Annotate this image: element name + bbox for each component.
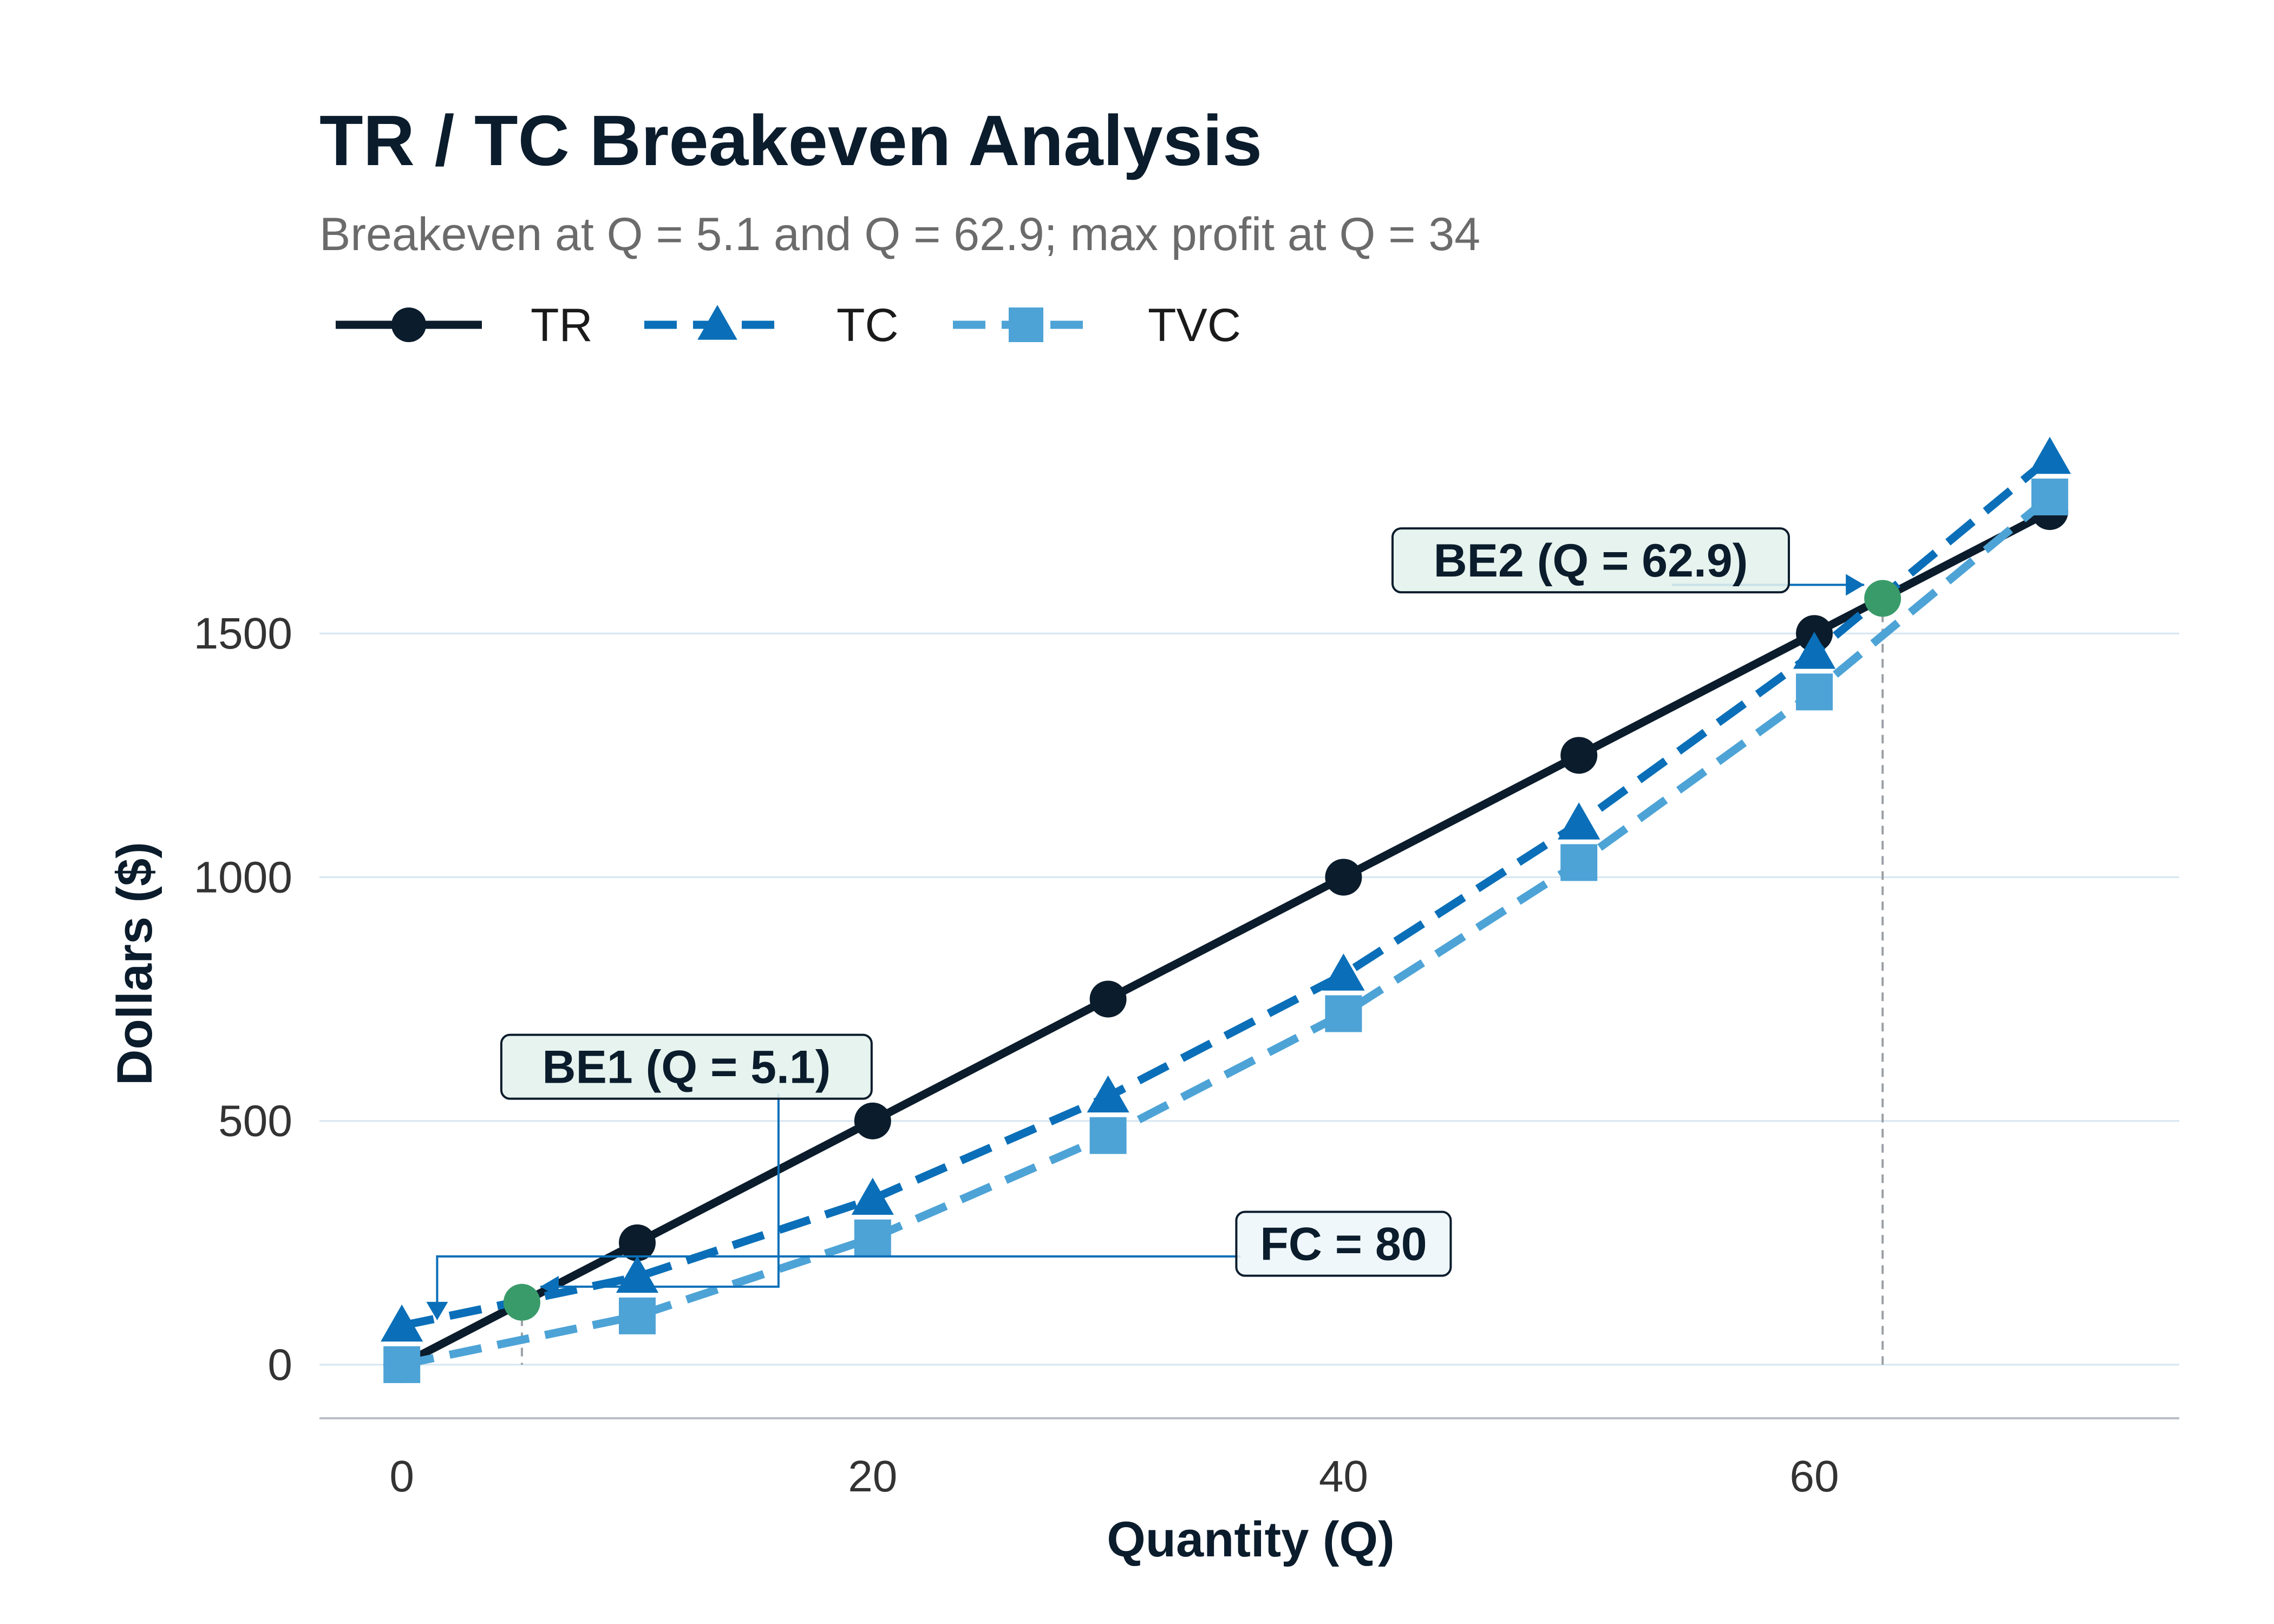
legend-marker: [391, 307, 426, 342]
annotation-be1: BE1 (Q = 5.1): [500, 1033, 873, 1298]
annotation-label: BE2 (Q = 62.9): [1434, 535, 1748, 587]
annotation-fc: FC = 80: [426, 1210, 1452, 1320]
annotation-arrowhead: [1846, 574, 1865, 596]
tvc-point: [2031, 479, 2068, 516]
tc-line: [401, 455, 2053, 1330]
series-tc: [381, 436, 2071, 1342]
tvc-point: [1089, 1117, 1127, 1154]
breakeven-layer: [503, 580, 1901, 1321]
tvc-point: [1796, 673, 1833, 711]
tc-point: [616, 1255, 659, 1293]
annotation-box: [500, 1033, 873, 1100]
tvc-point: [1560, 844, 1598, 881]
tr-point: [1325, 859, 1362, 896]
chart-title: TR / TC Breakeven Analysis: [319, 101, 1262, 180]
tr-point: [854, 1102, 891, 1140]
x-tick-label: 0: [389, 1452, 414, 1501]
tc-point: [1087, 1075, 1129, 1112]
y-axis: 0 500 1000 1500: [194, 609, 292, 1390]
series-tvc: [383, 479, 2068, 1383]
breakeven-guides: [520, 598, 1884, 1365]
annotation-arrowhead: [426, 1301, 448, 1320]
tvc-point: [618, 1297, 656, 1334]
legend-item-tr: TR: [336, 299, 593, 351]
tvc-point: [854, 1219, 891, 1256]
annotation-label: BE1 (Q = 5.1): [542, 1042, 831, 1093]
legend-marker: [1009, 307, 1043, 342]
breakeven-point: [1864, 580, 1901, 617]
tvc-line: [401, 494, 2053, 1369]
series-layer: [381, 436, 2071, 1383]
tvc-point: [1325, 995, 1362, 1032]
tc-point: [1322, 953, 1365, 991]
annotation-box: [1391, 527, 1790, 594]
legend-marker: [697, 305, 737, 340]
x-tick-label: 60: [1789, 1452, 1839, 1501]
tr-line: [400, 508, 2052, 1368]
chart-subtitle: Breakeven at Q = 5.1 and Q = 62.9; max p…: [319, 208, 1480, 260]
tr-point: [1089, 980, 1127, 1018]
tr-point: [1560, 737, 1598, 774]
y-axis-title: Dollars ($): [107, 842, 162, 1085]
y-tick-label: 0: [267, 1340, 292, 1390]
tc-point: [1558, 802, 1600, 840]
tc-point: [381, 1304, 423, 1342]
annotation-arrowhead: [540, 1275, 559, 1298]
x-tick-label: 40: [1319, 1452, 1368, 1501]
y-tick-label: 1000: [194, 853, 292, 902]
legend-item-tc: TC: [644, 299, 899, 351]
x-axis: 0 20 40 60: [319, 1417, 2179, 1501]
y-tick-label: 1500: [194, 609, 292, 658]
tc-point: [851, 1177, 894, 1215]
tc-point: [2028, 436, 2071, 474]
legend-label: TVC: [1148, 299, 1241, 351]
legend-label: TR: [531, 299, 593, 351]
annotation-label: FC = 80: [1260, 1219, 1427, 1271]
x-axis-title: Quantity (Q): [1107, 1512, 1395, 1567]
annotation-layer: BE1 (Q = 5.1) BE2 (Q = 62.9) FC = 80: [426, 527, 1865, 1320]
annotation-connector: [540, 1093, 780, 1288]
breakeven-point: [503, 1284, 540, 1321]
tr-point: [618, 1224, 656, 1261]
legend-item-tvc: TVC: [953, 299, 1241, 351]
y-gridlines: [319, 632, 2179, 1366]
y-tick-label: 500: [218, 1097, 292, 1146]
annotation-connector: [436, 1255, 1241, 1304]
annotation-be2: BE2 (Q = 62.9): [1391, 527, 1865, 596]
tc-point: [1793, 632, 1836, 669]
tvc-point: [383, 1346, 421, 1383]
chart-legend: TR TC TVC: [336, 299, 1241, 351]
annotation-box: [1235, 1210, 1452, 1277]
x-tick-label: 20: [848, 1452, 897, 1501]
legend-label: TC: [837, 299, 899, 351]
series-tr: [383, 493, 2068, 1383]
